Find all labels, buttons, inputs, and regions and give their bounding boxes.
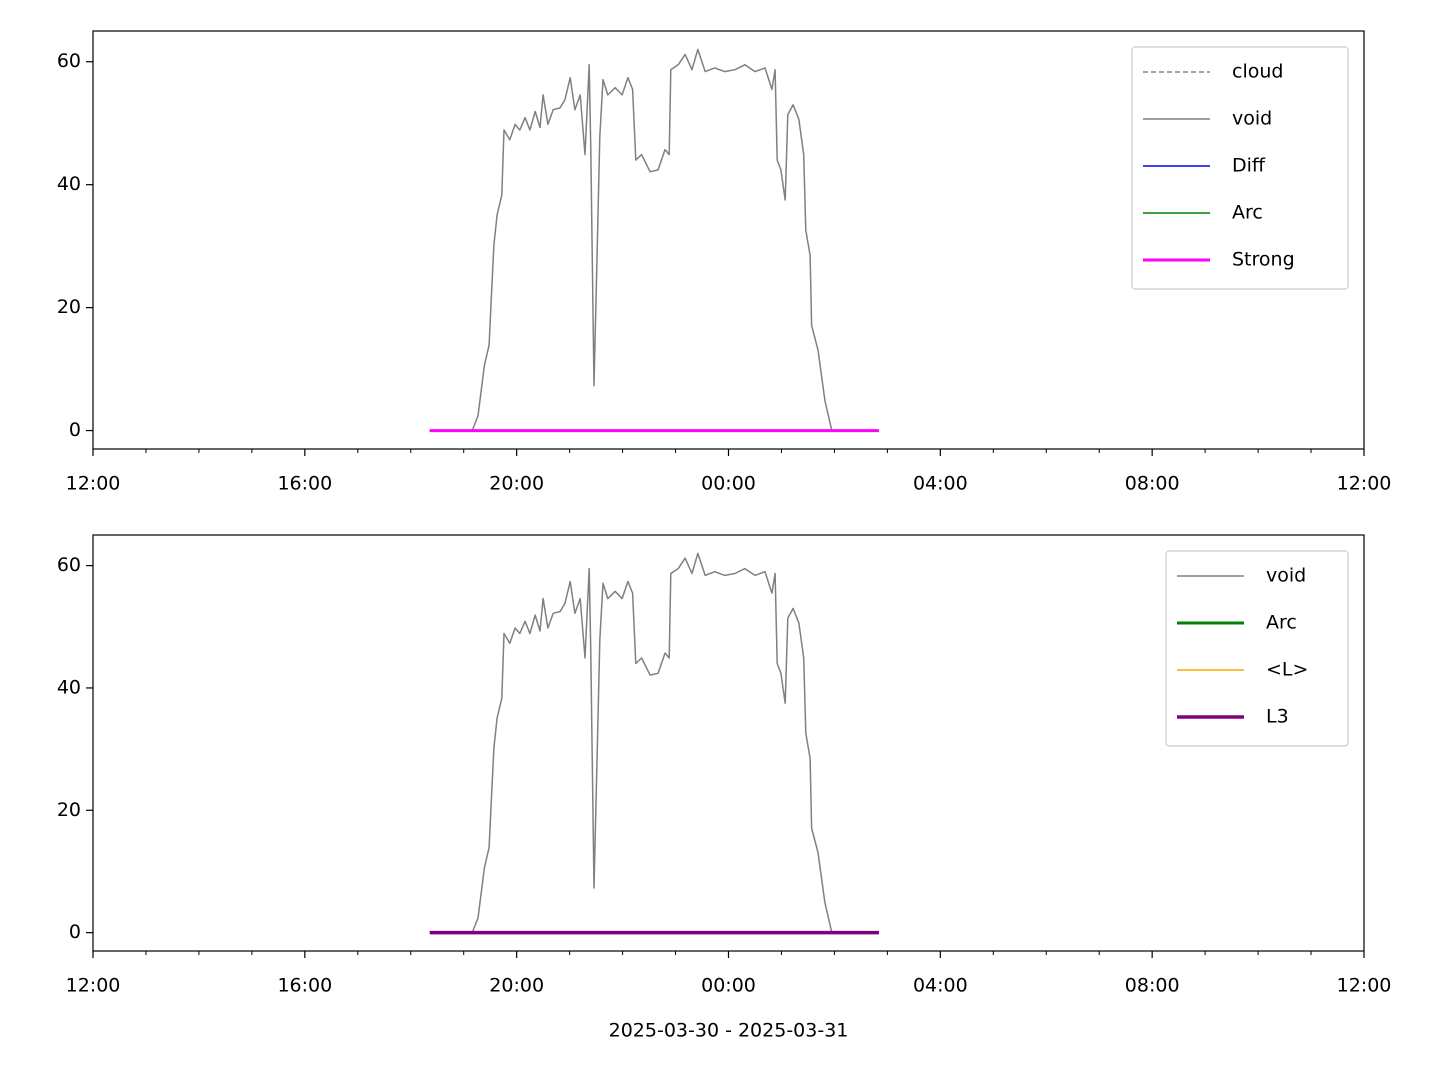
legend-box [1165, 550, 1349, 747]
x-tick-label: 12:00 [66, 473, 121, 495]
x-tick-label: 08:00 [1125, 473, 1180, 495]
y-tick-label: 40 [57, 676, 81, 698]
legend-label: Diff [1232, 155, 1266, 177]
y-tick-label: 0 [69, 419, 81, 441]
x-tick-label: 00:00 [701, 975, 756, 997]
legend-label: void [1266, 565, 1306, 587]
legend-label: <L> [1266, 659, 1308, 681]
legend-label: Arc [1266, 612, 1297, 634]
y-tick-label: 40 [57, 173, 81, 195]
series-line [429, 48, 879, 432]
x-tick-label: 20:00 [489, 975, 544, 997]
y-tick-label: 60 [57, 554, 81, 576]
legend-label: L3 [1266, 706, 1289, 728]
x-tick-label: 00:00 [701, 473, 756, 495]
legend-box [1131, 46, 1349, 290]
legend-label: void [1232, 108, 1272, 130]
legend-label: Arc [1232, 202, 1263, 224]
x-tick-label: 12:00 [1337, 975, 1392, 997]
x-tick-label: 12:00 [66, 975, 121, 997]
x-tick-label: 08:00 [1125, 975, 1180, 997]
x-tick-label: 12:00 [1337, 473, 1392, 495]
y-tick-label: 20 [57, 296, 81, 318]
axes-frame [92, 534, 1365, 952]
axes-frame [92, 30, 1365, 450]
y-tick-label: 60 [57, 50, 81, 72]
y-tick-label: 20 [57, 799, 81, 821]
x-tick-label: 04:00 [913, 975, 968, 997]
legend-label: Strong [1232, 249, 1295, 271]
x-tick-label: 20:00 [489, 473, 544, 495]
x-tick-label: 16:00 [277, 975, 332, 997]
y-tick-label: 0 [69, 921, 81, 943]
legend-label: cloud [1232, 61, 1283, 83]
x-tick-label: 04:00 [913, 473, 968, 495]
x-axis-label: 2025-03-30 - 2025-03-31 [609, 1020, 849, 1042]
series-line [429, 552, 879, 934]
x-tick-label: 16:00 [277, 473, 332, 495]
